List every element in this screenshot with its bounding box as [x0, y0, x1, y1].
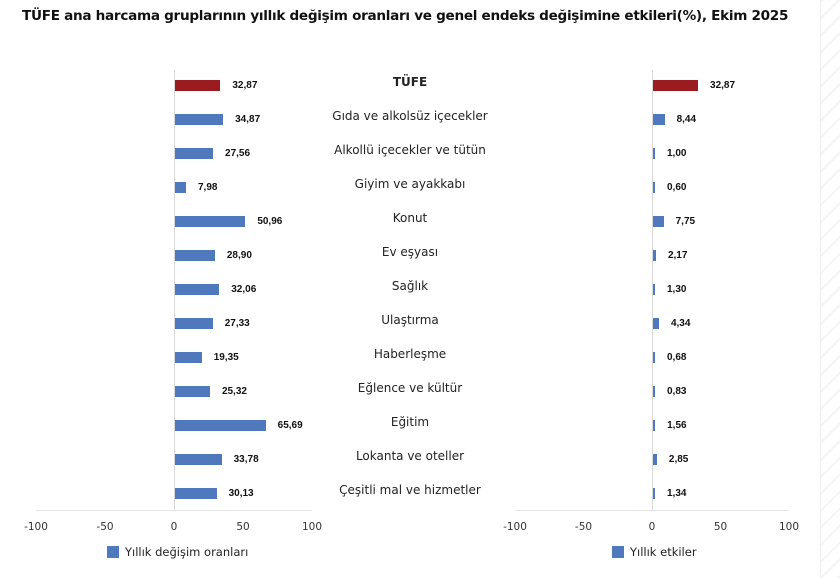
- annual-effect-bar: [653, 419, 656, 431]
- annual-change-bar: [175, 215, 246, 227]
- annual-change-bar: [175, 249, 215, 261]
- legend-label: Yıllık etkiler: [630, 545, 697, 559]
- data-label: 0,60: [667, 182, 687, 193]
- annual-effect-legend: Yıllık etkiler: [612, 545, 697, 559]
- annual-change-bar: [175, 147, 214, 159]
- annual-change-bar: [175, 317, 213, 329]
- category-label: Haberleşme: [373, 347, 447, 361]
- category-label: Eğlence ve kültür: [357, 381, 463, 395]
- annual-change-bar: [175, 453, 222, 465]
- annual-change-bar: [175, 385, 210, 397]
- data-label: 0,83: [667, 386, 687, 397]
- data-label: 19,35: [213, 352, 239, 363]
- x-tick-label: 0: [170, 521, 178, 533]
- data-label: 50,96: [257, 216, 283, 227]
- data-label: 27,56: [225, 148, 251, 159]
- category-label: Konut: [392, 211, 428, 225]
- x-tick-label: 50: [236, 521, 250, 533]
- data-label: 2,85: [668, 454, 689, 465]
- data-label: 2,17: [667, 250, 688, 261]
- data-label: 33,78: [233, 454, 259, 465]
- annual-change-bar: [175, 181, 186, 193]
- annual-effect-bar: [653, 79, 699, 91]
- annual-effect-bar: [653, 385, 655, 397]
- x-tick-label: -100: [503, 521, 527, 533]
- annual-effect-bar: [653, 351, 655, 363]
- data-label: 7,75: [675, 216, 696, 227]
- category-label: Lokanta ve oteller: [355, 449, 465, 463]
- x-tick-label: -50: [96, 521, 114, 533]
- annual-change-bar: [175, 79, 221, 91]
- data-label: 8,44: [676, 114, 697, 125]
- x-tick-label: 100: [301, 521, 323, 533]
- data-label: 27,33: [224, 318, 250, 329]
- annual-effect-bar: [653, 249, 656, 261]
- data-label: 32,87: [232, 80, 258, 91]
- data-label: 1,30: [667, 284, 687, 295]
- annual-change-bar: [175, 113, 224, 125]
- annual-change-baseline: [36, 510, 312, 511]
- annual-effect-bar: [653, 147, 655, 159]
- annual-effect-bar: [653, 181, 655, 193]
- x-tick-label: 0: [648, 521, 656, 533]
- category-label: Ulaştırma: [381, 313, 439, 327]
- annual-effect-bar: [653, 215, 664, 227]
- annual-effect-bar: [653, 487, 655, 499]
- category-label: Ev eşyası: [381, 245, 439, 259]
- data-label: 65,69: [277, 420, 303, 431]
- category-label: Sağlık: [391, 279, 429, 293]
- annual-change-bar: [175, 487, 217, 499]
- category-label: Çeşitli mal ve hizmetler: [339, 483, 481, 497]
- annual-effect-baseline: [515, 510, 789, 511]
- data-label: 32,06: [231, 284, 257, 295]
- category-label: Eğitim: [390, 415, 430, 429]
- data-label: 28,90: [226, 250, 252, 261]
- data-label: 30,13: [228, 488, 254, 499]
- data-label: 25,32: [221, 386, 247, 397]
- side-decoration: [820, 0, 840, 578]
- data-label: 0,68: [667, 352, 687, 363]
- annual-effect-zero-axis: [652, 70, 653, 510]
- data-label: 7,98: [198, 182, 218, 193]
- data-label: 1,34: [667, 488, 687, 499]
- annual-change-bar: [175, 351, 202, 363]
- annual-change-zero-axis: [174, 70, 175, 510]
- data-label: 1,00: [667, 148, 687, 159]
- legend-swatch-icon: [612, 546, 624, 558]
- annual-effect-bar: [653, 113, 665, 125]
- category-label: Giyim ve ayakkabı: [354, 177, 466, 191]
- annual-effect-bar: [653, 453, 657, 465]
- legend-label: Yıllık değişim oranları: [125, 545, 249, 559]
- data-label: 4,34: [670, 318, 691, 329]
- data-label: 34,87: [235, 114, 261, 125]
- data-label: 1,56: [667, 420, 687, 431]
- legend-swatch-icon: [107, 546, 119, 558]
- annual-change-legend: Yıllık değişim oranları: [107, 545, 248, 559]
- chart-title: TÜFE ana harcama gruplarının yıllık deği…: [22, 8, 789, 24]
- category-label: TÜFE: [392, 75, 428, 89]
- category-label: Alkollü içecekler ve tütün: [334, 143, 486, 157]
- annual-effect-bar: [653, 317, 659, 329]
- annual-effect-bar: [653, 283, 655, 295]
- annual-change-bar: [175, 419, 266, 431]
- category-label: Gıda ve alkolsüz içecekler: [332, 109, 488, 123]
- annual-change-bar: [175, 283, 220, 295]
- data-label: 32,87: [710, 80, 736, 91]
- x-tick-label: -50: [574, 521, 593, 533]
- x-tick-label: 50: [713, 521, 728, 533]
- x-tick-label: -100: [24, 521, 48, 533]
- x-tick-label: 100: [778, 521, 800, 533]
